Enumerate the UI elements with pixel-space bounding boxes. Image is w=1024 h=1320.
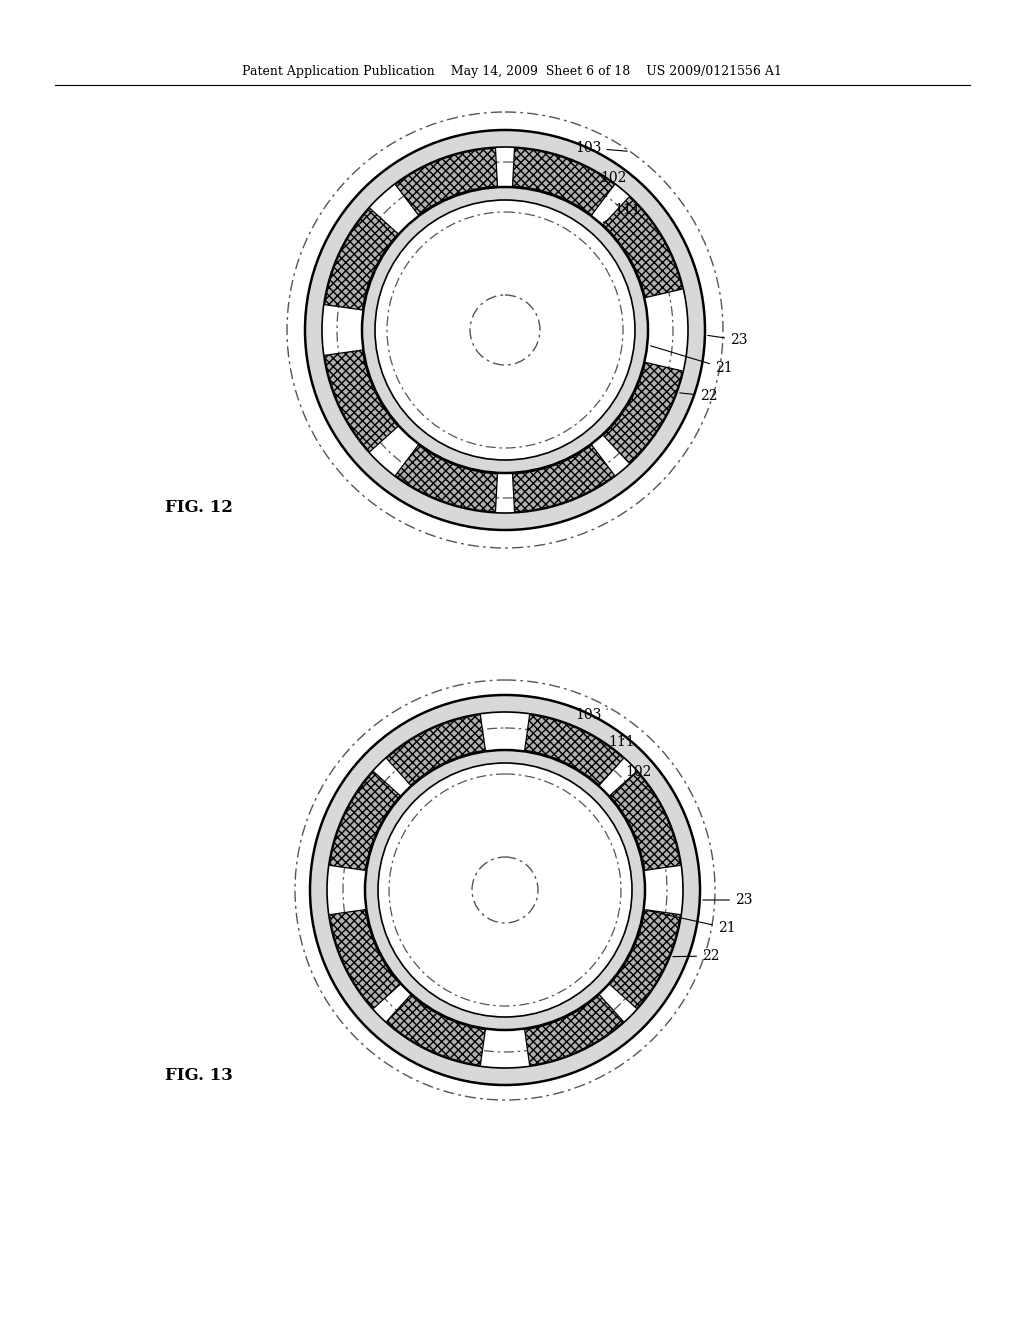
- Text: 21: 21: [648, 911, 735, 935]
- Ellipse shape: [322, 147, 688, 513]
- Polygon shape: [513, 148, 614, 215]
- Polygon shape: [513, 445, 614, 512]
- Ellipse shape: [365, 750, 645, 1030]
- Text: 103: 103: [575, 708, 607, 722]
- Ellipse shape: [327, 711, 683, 1068]
- Text: Patent Application Publication    May 14, 2009  Sheet 6 of 18    US 2009/0121556: Patent Application Publication May 14, 2…: [242, 66, 782, 78]
- Ellipse shape: [362, 187, 648, 473]
- Polygon shape: [387, 995, 485, 1065]
- Ellipse shape: [287, 112, 723, 548]
- Polygon shape: [325, 350, 398, 451]
- Text: 103: 103: [575, 141, 628, 154]
- Polygon shape: [524, 995, 624, 1065]
- Ellipse shape: [310, 696, 700, 1085]
- Text: 23: 23: [702, 894, 753, 907]
- Ellipse shape: [387, 213, 623, 447]
- Ellipse shape: [375, 201, 635, 459]
- Polygon shape: [330, 772, 400, 870]
- Ellipse shape: [389, 774, 621, 1006]
- Polygon shape: [609, 909, 680, 1008]
- Ellipse shape: [343, 729, 667, 1052]
- Text: 23: 23: [708, 333, 748, 347]
- Polygon shape: [609, 772, 680, 870]
- Text: 102: 102: [625, 760, 651, 779]
- Ellipse shape: [378, 763, 632, 1016]
- Polygon shape: [325, 209, 398, 310]
- Text: FIG. 13: FIG. 13: [165, 1067, 232, 1084]
- Ellipse shape: [305, 129, 705, 531]
- Polygon shape: [395, 148, 498, 215]
- Ellipse shape: [295, 680, 715, 1100]
- Text: 22: 22: [673, 949, 720, 964]
- Text: 102: 102: [600, 172, 634, 185]
- Text: FIG. 12: FIG. 12: [165, 499, 232, 516]
- Polygon shape: [330, 909, 400, 1008]
- Polygon shape: [387, 714, 485, 785]
- Text: 111: 111: [603, 203, 641, 223]
- Polygon shape: [603, 197, 682, 297]
- Text: 22: 22: [680, 389, 718, 403]
- Polygon shape: [395, 445, 498, 512]
- Text: 111: 111: [608, 735, 635, 748]
- Polygon shape: [603, 363, 682, 463]
- Text: 21: 21: [650, 346, 732, 375]
- Ellipse shape: [337, 162, 673, 498]
- Polygon shape: [524, 714, 624, 785]
